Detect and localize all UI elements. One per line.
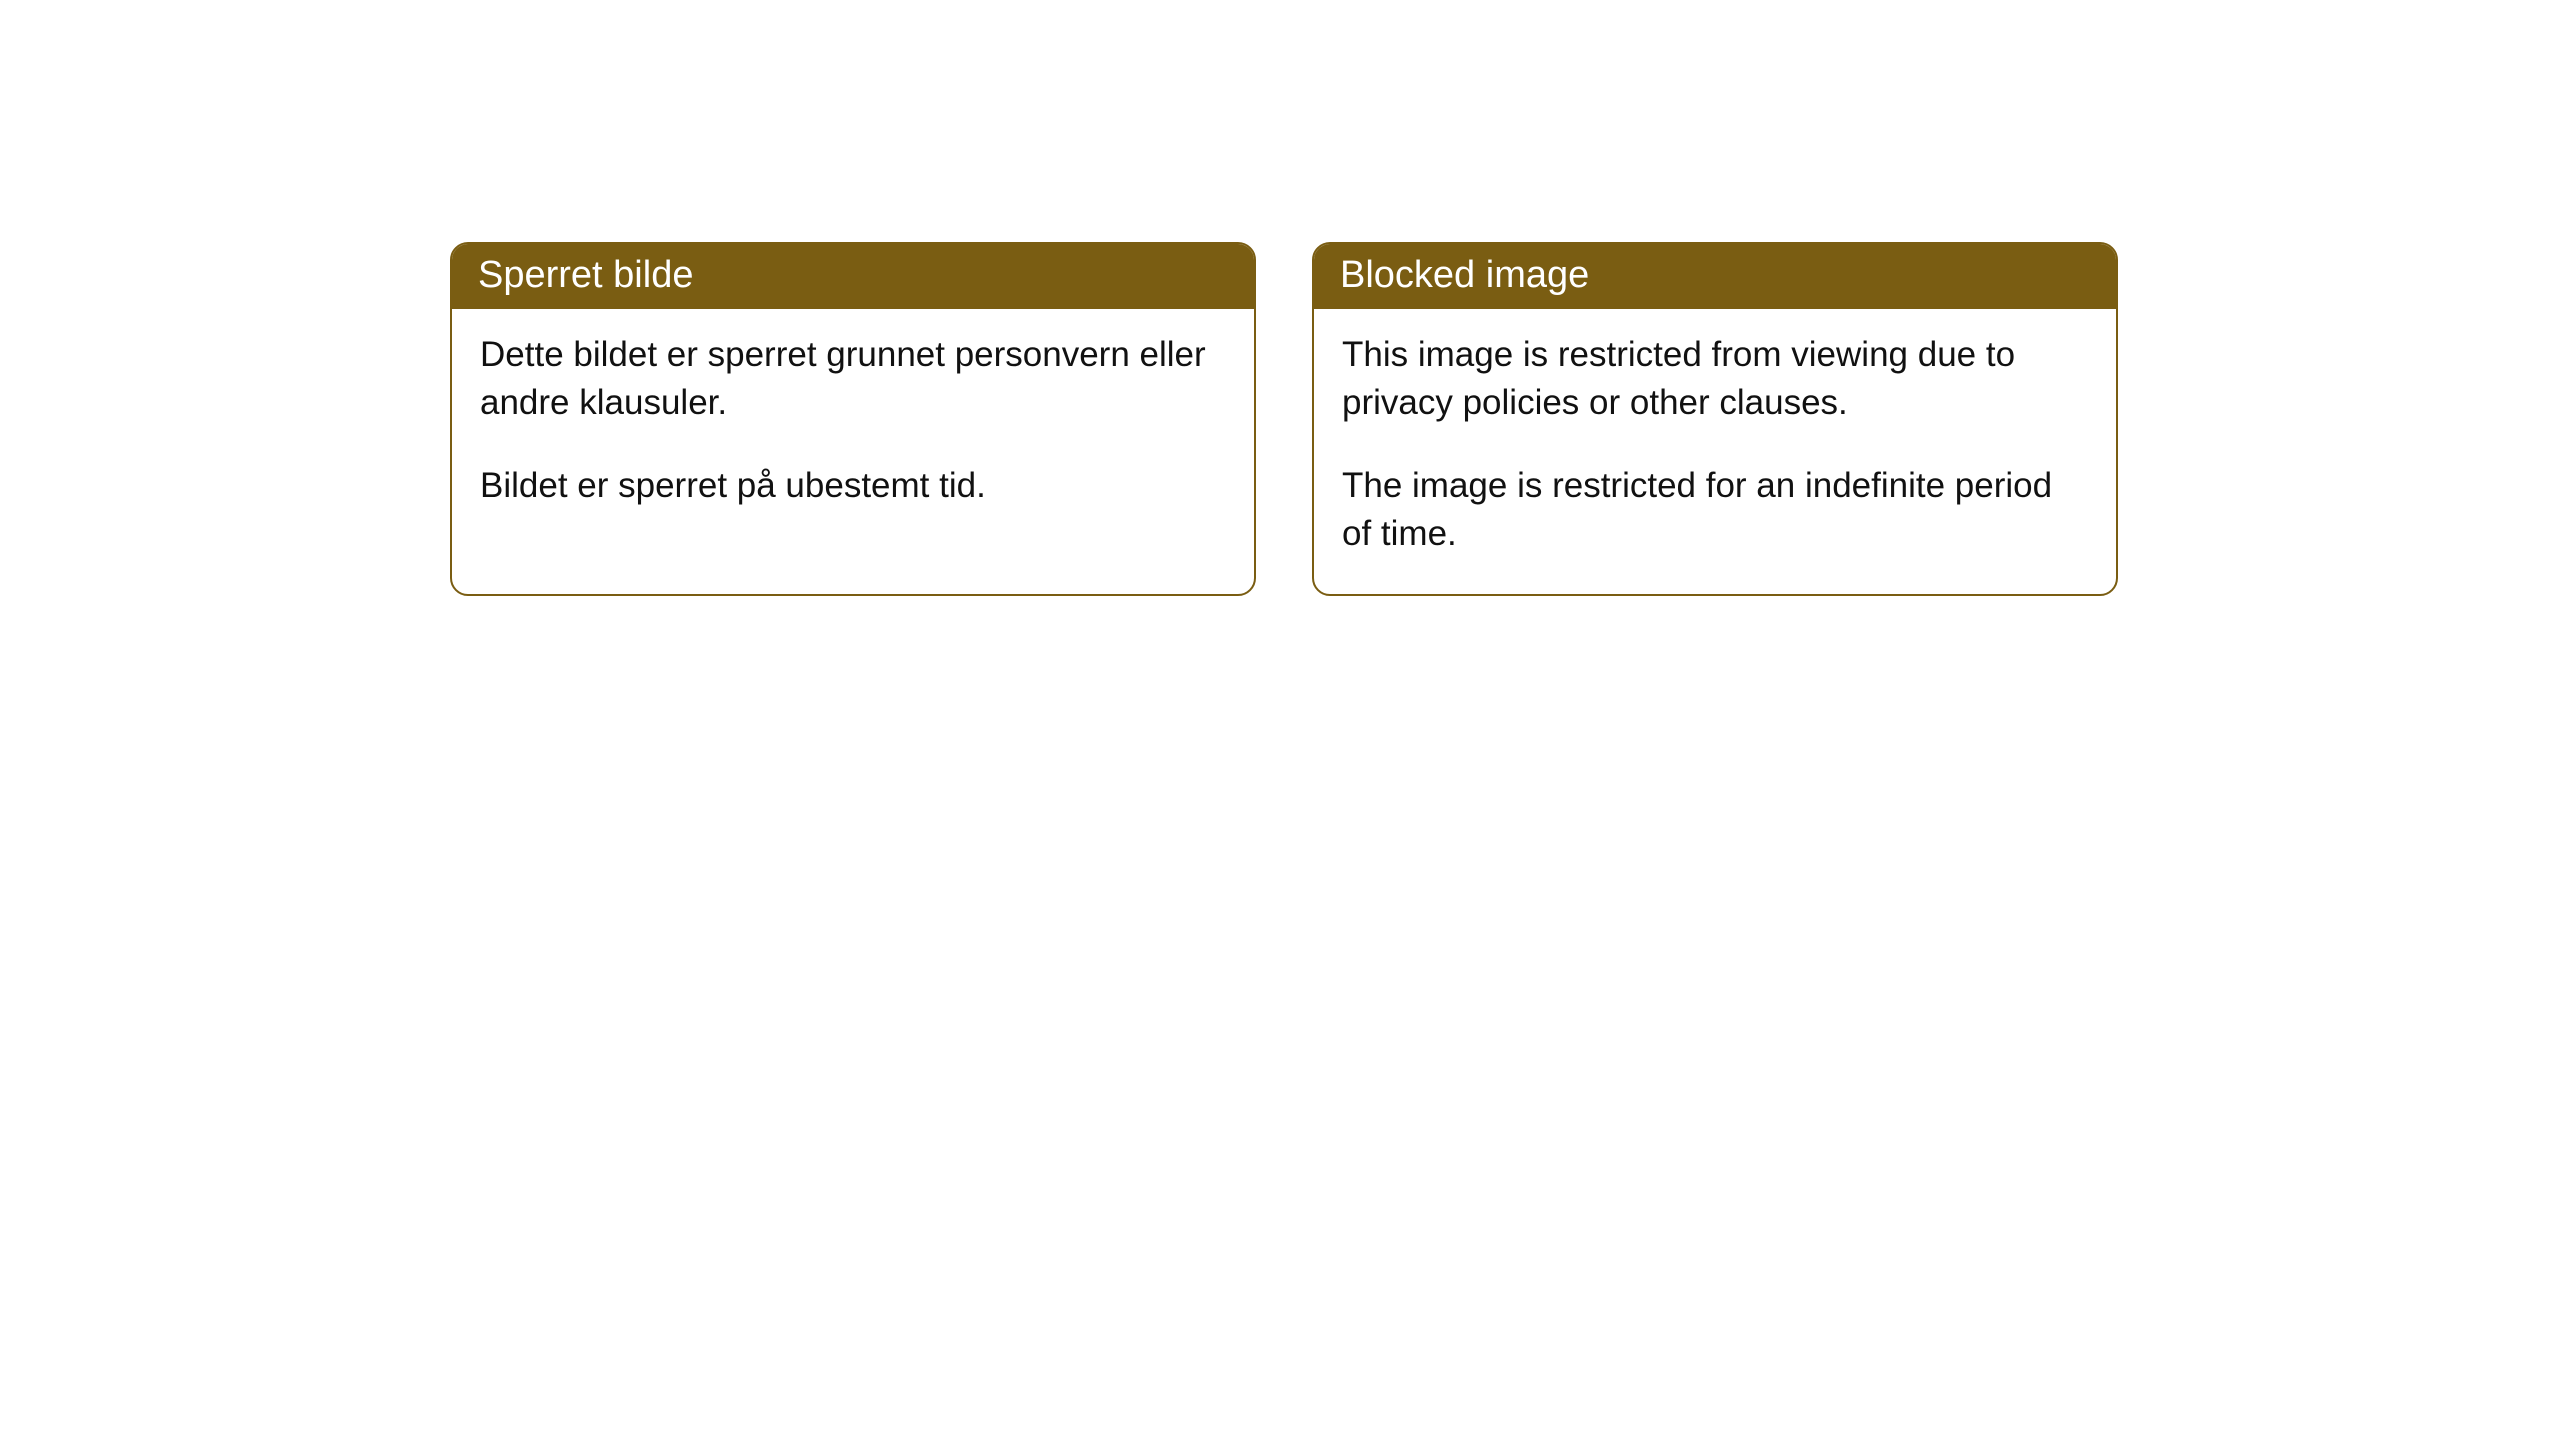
notice-body-english: This image is restricted from viewing du… <box>1314 309 2116 594</box>
notice-header-norwegian: Sperret bilde <box>452 244 1254 309</box>
notice-body-norwegian: Dette bildet er sperret grunnet personve… <box>452 309 1254 546</box>
notice-para1-english: This image is restricted from viewing du… <box>1342 331 2088 428</box>
notice-para1-norwegian: Dette bildet er sperret grunnet personve… <box>480 331 1226 428</box>
notice-para2-english: The image is restricted for an indefinit… <box>1342 462 2088 559</box>
notice-header-english: Blocked image <box>1314 244 2116 309</box>
notice-card-norwegian: Sperret bilde Dette bildet er sperret gr… <box>450 242 1256 596</box>
notice-para2-norwegian: Bildet er sperret på ubestemt tid. <box>480 462 1226 510</box>
notice-card-english: Blocked image This image is restricted f… <box>1312 242 2118 596</box>
notice-container: Sperret bilde Dette bildet er sperret gr… <box>0 0 2560 596</box>
